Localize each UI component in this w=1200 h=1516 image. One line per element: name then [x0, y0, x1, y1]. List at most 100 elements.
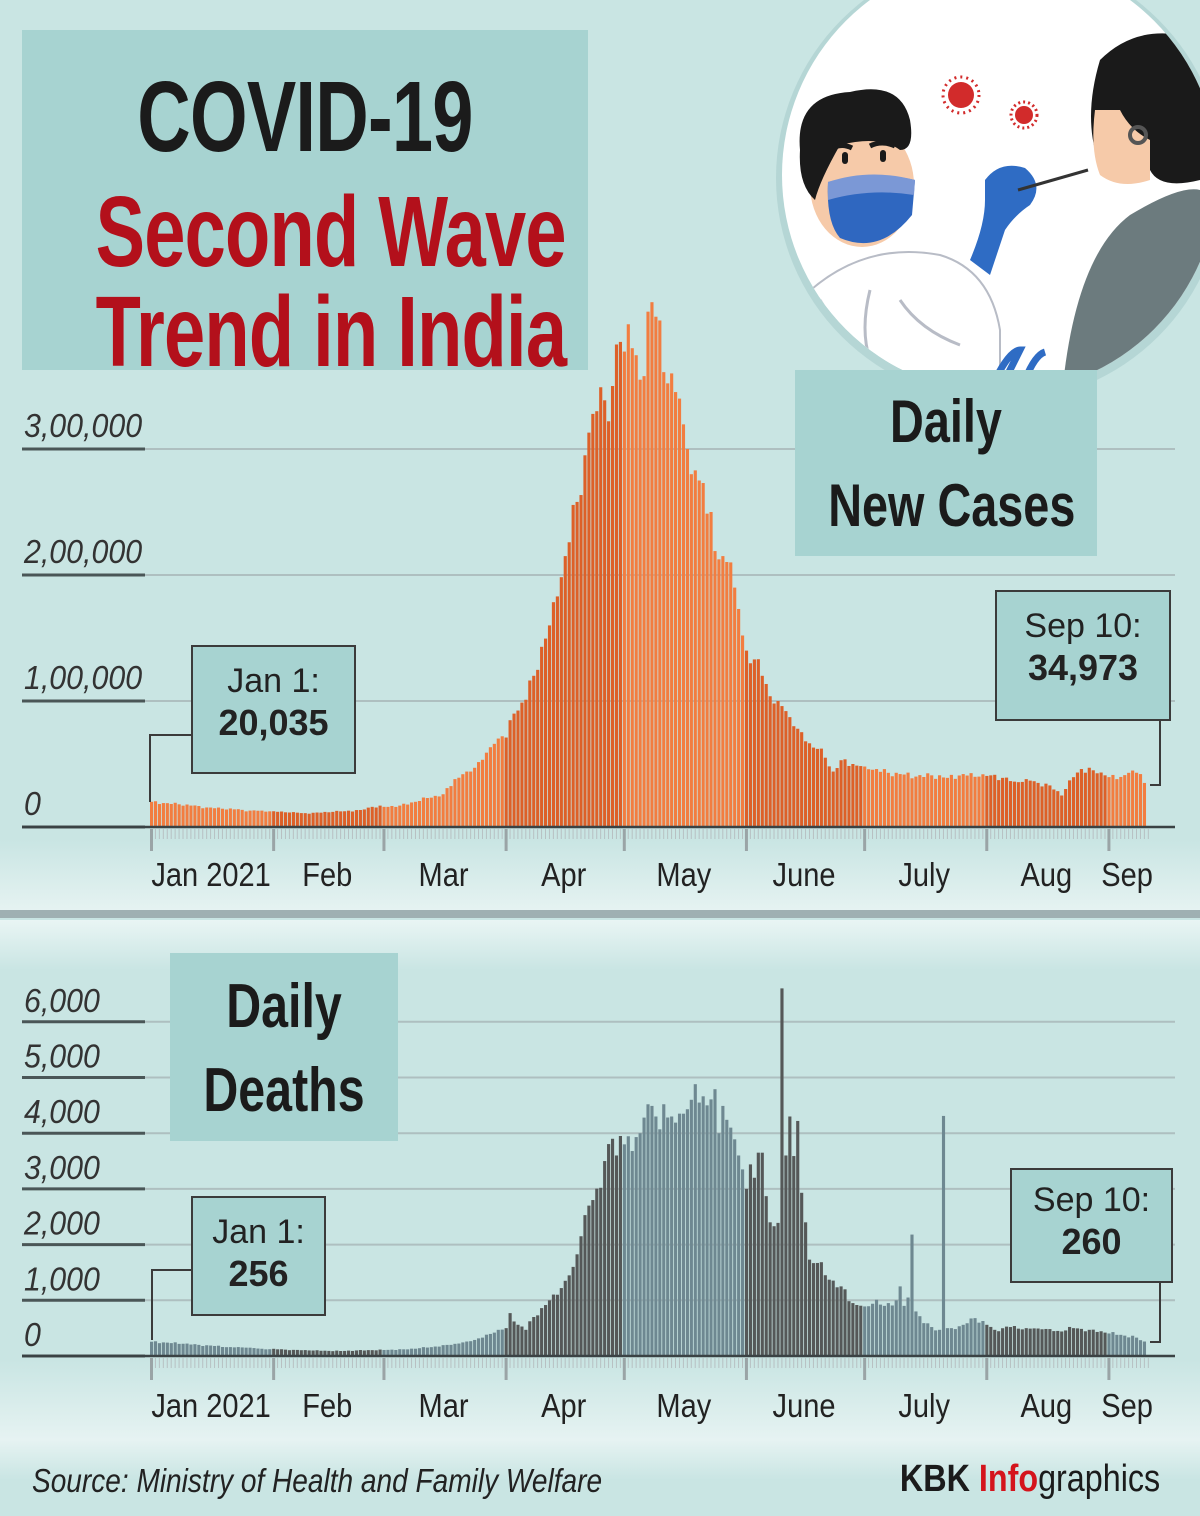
x-tick-label: Mar	[419, 1387, 469, 1424]
data-bar	[1020, 781, 1024, 827]
data-bar	[544, 638, 548, 827]
data-bar	[1060, 1331, 1064, 1356]
data-bar	[626, 1136, 630, 1356]
data-bar	[402, 1349, 406, 1356]
cases-end-connector	[1150, 720, 1161, 786]
data-bar	[689, 1099, 693, 1356]
data-bar	[788, 717, 792, 827]
x-tick-label: Aug	[1021, 856, 1073, 893]
data-bar	[276, 811, 280, 827]
data-bar	[1032, 1328, 1036, 1356]
data-bar	[1052, 1331, 1056, 1356]
data-bar	[291, 812, 295, 827]
data-bar	[713, 1089, 717, 1356]
data-bar	[1091, 1329, 1095, 1356]
data-bar	[819, 1262, 823, 1356]
data-bar	[449, 786, 453, 827]
data-bar	[666, 383, 670, 827]
x-tick-label: June	[773, 1387, 836, 1424]
data-bar	[1028, 780, 1032, 827]
data-bar	[1087, 1329, 1091, 1356]
data-bar	[189, 805, 193, 827]
data-bar	[563, 1280, 567, 1356]
data-bar	[213, 808, 217, 827]
data-bar	[697, 1102, 701, 1357]
data-bar	[216, 807, 221, 827]
data-bar	[689, 474, 693, 827]
data-bar	[729, 562, 733, 827]
data-bar	[492, 1332, 496, 1356]
data-bar	[165, 803, 169, 827]
data-bar	[859, 766, 863, 827]
data-bar	[429, 1347, 433, 1356]
data-bar	[488, 747, 492, 827]
data-bar	[477, 1338, 481, 1356]
data-bar	[532, 1317, 536, 1356]
data-bar	[1024, 779, 1028, 827]
data-bar	[1111, 774, 1115, 827]
data-bar	[945, 1328, 950, 1356]
virus-icon	[1009, 100, 1039, 130]
data-bar	[264, 811, 268, 827]
data-bar	[906, 772, 910, 827]
data-bar	[421, 797, 425, 827]
data-bar	[276, 1349, 280, 1356]
data-bar	[717, 559, 721, 827]
data-bar	[512, 1321, 516, 1356]
data-bar	[1008, 781, 1013, 827]
data-bar	[465, 1341, 469, 1356]
data-bar	[930, 775, 934, 827]
data-bar	[733, 1139, 737, 1356]
data-bar	[938, 1329, 942, 1356]
cases-end-callout: Sep 10: 34,973	[995, 590, 1171, 721]
data-bar	[839, 760, 843, 827]
data-bar	[224, 1347, 228, 1356]
data-bar	[540, 1308, 544, 1356]
data-bar	[819, 748, 823, 827]
data-bar	[252, 1348, 256, 1356]
data-bar	[626, 324, 630, 827]
y-tick-label: 0	[24, 785, 41, 822]
data-bar	[835, 768, 839, 827]
data-bar	[701, 483, 705, 827]
data-bar	[347, 810, 351, 827]
data-bar	[713, 551, 717, 827]
data-bar	[579, 1236, 583, 1356]
data-bar	[248, 1347, 252, 1356]
data-bar	[634, 355, 638, 827]
data-bar	[410, 802, 414, 827]
data-bar	[504, 1328, 508, 1356]
data-bar	[831, 1280, 835, 1356]
data-bar	[646, 311, 650, 827]
data-bar	[595, 1188, 599, 1356]
data-bar	[674, 1122, 678, 1356]
data-bar	[792, 726, 796, 827]
data-bar	[622, 351, 626, 827]
data-bar	[445, 788, 449, 827]
data-bar	[193, 805, 197, 827]
data-bar	[973, 776, 977, 827]
y-tick-label: 4,000	[24, 1093, 100, 1130]
data-bar	[1103, 775, 1107, 827]
cases-label-line-1: Daily	[890, 388, 1002, 455]
data-bar	[906, 1297, 910, 1356]
cases-label-line-2: New Cases	[828, 472, 1076, 539]
data-bar	[839, 1286, 843, 1357]
data-bar	[244, 811, 248, 827]
x-tick-label: Sep	[1101, 1387, 1153, 1424]
callout-date: Jan 1:	[212, 1213, 305, 1251]
data-bar	[634, 1137, 638, 1356]
data-bar	[748, 1164, 753, 1356]
data-bar	[685, 449, 689, 827]
data-bar	[390, 1349, 394, 1356]
x-tick-label: Feb	[302, 856, 352, 893]
data-bar	[209, 807, 213, 827]
data-bar	[756, 659, 760, 827]
x-tick-label: Jan 2021	[151, 1387, 270, 1424]
data-bar	[555, 1294, 559, 1356]
data-bar	[670, 373, 674, 827]
data-bar	[1083, 1331, 1087, 1356]
title-line-2: Second Wave	[95, 176, 567, 288]
data-bar	[725, 1119, 729, 1356]
